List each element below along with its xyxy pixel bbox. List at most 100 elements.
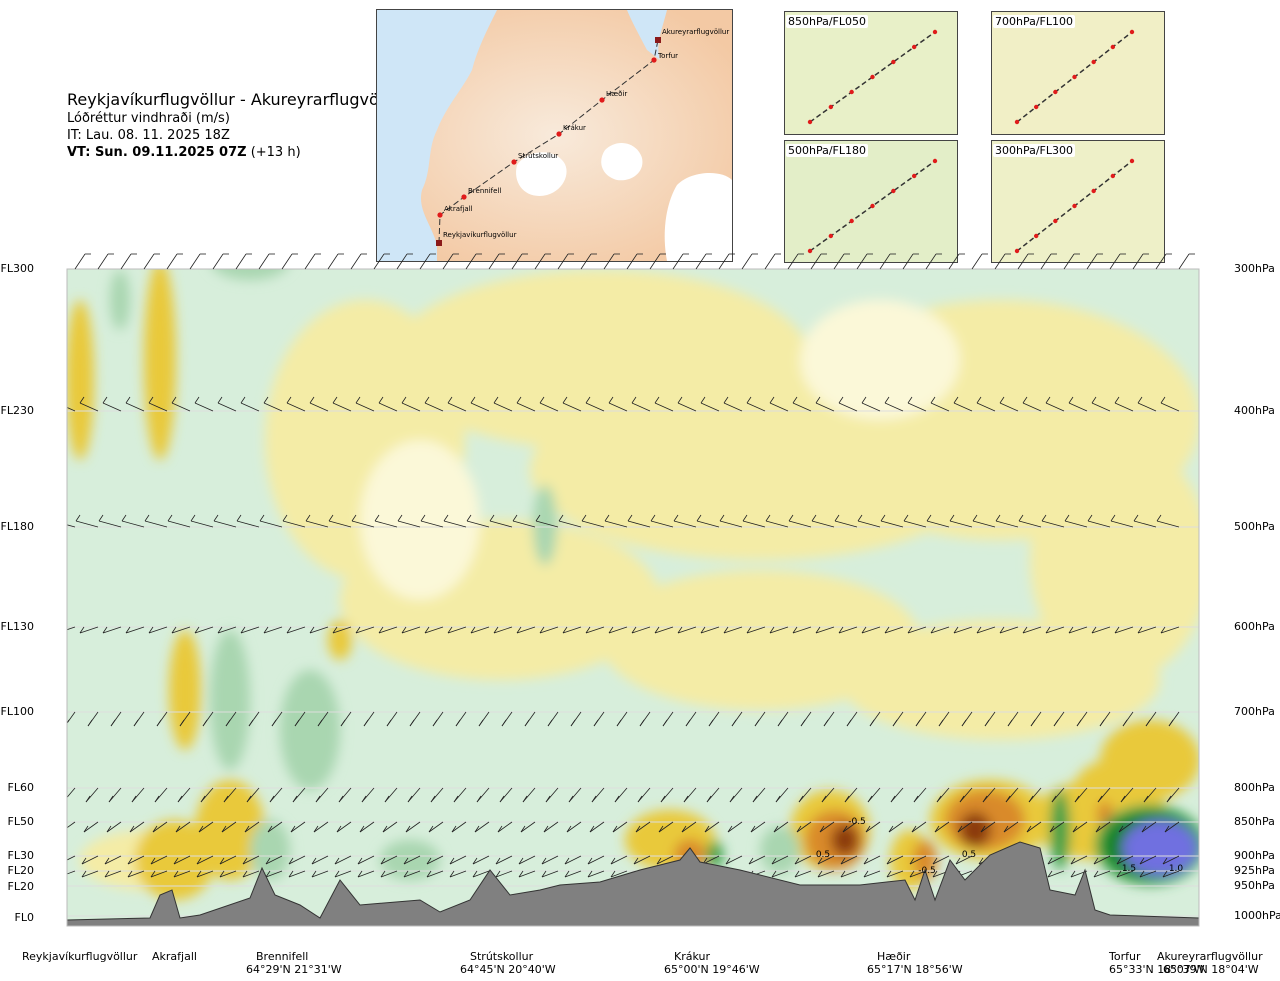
- wind-barb: [539, 626, 559, 634]
- wind-barb: [518, 870, 536, 878]
- flight-level-label: FL300: [0, 262, 34, 275]
- wind-barb: [614, 787, 628, 803]
- field-region: [533, 485, 557, 565]
- wind-barb: [79, 626, 99, 634]
- wind-barb: [420, 514, 444, 528]
- wind-barb: [769, 626, 789, 634]
- wind-barb: [932, 855, 950, 865]
- panel-route-point: [870, 74, 875, 80]
- wind-barb: [903, 514, 927, 528]
- wind-barb: [493, 626, 513, 634]
- wind-barb: [67, 626, 76, 631]
- wind-barb: [612, 821, 628, 833]
- wind-barb: [677, 626, 697, 634]
- wind-barb: [334, 855, 352, 865]
- wind-barb: [493, 396, 513, 412]
- wind-barb: [271, 711, 283, 727]
- wind-barb: [407, 787, 421, 803]
- wind-barb: [361, 787, 375, 803]
- wind-barb: [1116, 855, 1134, 865]
- field-region: [1122, 820, 1198, 876]
- pressure-level-label: 800hPa: [1234, 781, 1275, 794]
- wind-barb: [959, 787, 973, 803]
- wind-barb: [267, 821, 283, 833]
- wind-barb: [453, 787, 467, 803]
- wind-barb: [631, 396, 651, 412]
- wind-barb: [589, 821, 605, 833]
- panel-route-point: [828, 233, 834, 239]
- wind-barb: [765, 514, 789, 528]
- panel-route-point: [807, 119, 813, 125]
- wind-barb: [286, 396, 306, 412]
- wind-barb: [541, 855, 559, 865]
- wind-barb: [1097, 787, 1111, 803]
- wind-barb: [125, 396, 145, 412]
- wind-barb: [880, 514, 904, 528]
- wind-barb: [75, 514, 99, 528]
- contour-label: 0.5: [962, 850, 976, 860]
- flight-level-label: FL20: [7, 880, 34, 893]
- wind-barb: [305, 514, 329, 528]
- wind-barb: [522, 787, 536, 803]
- wind-barb: [585, 396, 605, 412]
- wind-barb: [840, 855, 858, 865]
- waypoint-marker: [556, 131, 562, 137]
- station-name: Strútskollur: [470, 950, 534, 963]
- wind-barb: [936, 787, 950, 803]
- wind-barb: [764, 253, 781, 270]
- wind-barb: [213, 514, 237, 528]
- contour-label: 1.5: [1122, 864, 1136, 874]
- wind-barb: [861, 626, 881, 634]
- wind-barb: [403, 870, 421, 878]
- wind-barb: [863, 870, 881, 878]
- wind-barb: [610, 855, 628, 865]
- panel-route-point: [1110, 44, 1116, 50]
- wind-barb: [1162, 870, 1180, 878]
- wind-barb: [190, 514, 214, 528]
- wind-barb: [248, 711, 260, 727]
- wind-barb: [815, 626, 835, 634]
- wind-barb: [108, 787, 122, 803]
- field-region: [1030, 440, 1199, 680]
- wind-barb: [455, 711, 467, 727]
- wind-barb: [171, 626, 191, 634]
- pressure-gridlines: [67, 269, 1199, 917]
- wind-barb: [834, 514, 858, 528]
- wind-barb: [127, 870, 145, 878]
- station-name: Akrafjall: [152, 950, 197, 963]
- wind-barb: [357, 870, 375, 878]
- station-coord: 64°29'N 21°31'W: [246, 963, 342, 976]
- wind-barb: [976, 396, 996, 412]
- wind-barb: [1122, 711, 1134, 727]
- wind-barb: [74, 253, 91, 270]
- wind-barb: [196, 870, 214, 878]
- station-coord: 64°45'N 20°40'W: [460, 963, 556, 976]
- wind-barb: [539, 396, 559, 412]
- wind-barb: [604, 514, 628, 528]
- wind-barb: [242, 870, 260, 878]
- wind-barb: [355, 626, 375, 634]
- station-coord: 65°00'N 19°46'W: [664, 963, 760, 976]
- wind-barb: [67, 524, 76, 528]
- wind-barb: [309, 626, 329, 634]
- wind-barb: [1166, 787, 1180, 803]
- wind-barb: [957, 821, 973, 833]
- wind-barb: [171, 396, 191, 412]
- panel-route-point: [1072, 203, 1077, 209]
- wind-barb: [794, 855, 812, 865]
- wind-barb: [1024, 870, 1042, 878]
- wind-barb: [1003, 821, 1019, 833]
- panel-route-point: [1129, 158, 1135, 164]
- wind-barb: [1053, 711, 1065, 727]
- wind-barb: [154, 787, 168, 803]
- panel-route-point: [911, 44, 917, 50]
- wind-barb: [173, 855, 191, 865]
- wind-barb: [746, 396, 766, 412]
- wind-barb: [725, 855, 743, 865]
- wind-barb: [1091, 396, 1111, 412]
- wind-barb: [1093, 855, 1111, 865]
- wind-barb: [570, 711, 582, 727]
- field-region: [805, 810, 865, 870]
- wind-barb: [535, 514, 559, 528]
- wind-barb: [961, 711, 973, 727]
